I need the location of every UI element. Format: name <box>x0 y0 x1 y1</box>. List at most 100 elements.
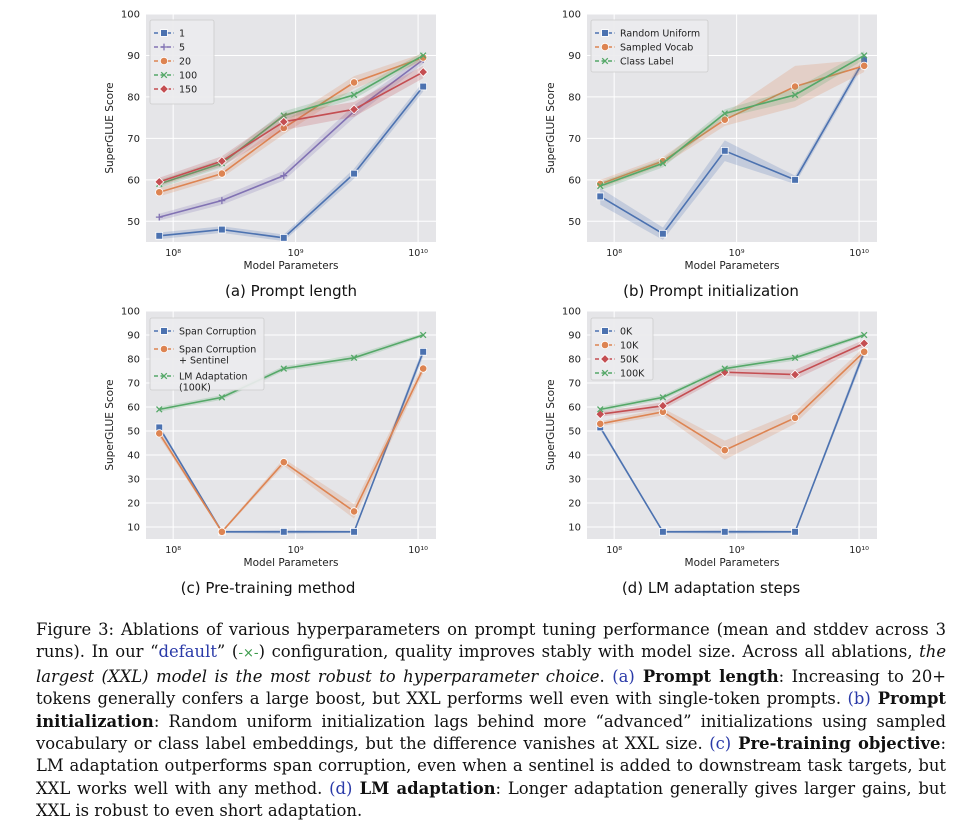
y-tick-label: 80 <box>568 92 581 103</box>
legend-marker <box>600 42 610 52</box>
x-tick-label: 10¹⁰ <box>849 248 869 259</box>
legend-label: Random Uniform <box>620 29 700 40</box>
legend-label: Span Corruption <box>179 345 256 356</box>
y-tick-label: 100 <box>121 10 140 21</box>
caption-ref-b[interactable]: (b) <box>847 689 871 709</box>
panel-subcaption: (b) Prompt initialization <box>623 282 799 300</box>
x-tick-label: 10⁸ <box>165 545 181 556</box>
data-point <box>279 528 288 536</box>
data-point <box>349 104 360 115</box>
y-tick-label: 50 <box>568 217 581 228</box>
y-tick-label: 100 <box>121 307 140 318</box>
series-10k <box>596 347 869 460</box>
legend-label: 100 <box>179 71 197 82</box>
caption-text-c: : LM adaptation outperforms span corrupt… <box>36 734 946 798</box>
data-point <box>720 528 729 536</box>
legend-marker <box>160 372 168 380</box>
data-point <box>349 78 359 87</box>
x-axis-label: Model Parameters <box>244 557 339 569</box>
x-axis-label: Model Parameters <box>685 260 780 272</box>
legend-label: 1 <box>179 29 185 40</box>
legend-box <box>149 19 215 105</box>
x-tick-label: 10¹⁰ <box>408 248 428 259</box>
y-tick-label: 60 <box>127 403 140 414</box>
x-tick-label: 10¹⁰ <box>408 545 428 556</box>
legend-label: + Sentinel <box>179 356 229 367</box>
y-axis-label: SuperGLUE Score <box>104 379 116 470</box>
data-point <box>860 52 868 59</box>
caption-ref-a[interactable]: (a) <box>612 666 635 686</box>
x-tick-label: 10⁹ <box>288 545 304 556</box>
y-tick-label: 70 <box>568 379 581 390</box>
data-point <box>790 82 800 91</box>
y-tick-label: 80 <box>127 92 140 103</box>
data-point <box>597 406 604 413</box>
data-point <box>790 369 801 380</box>
caption-text-b: : Random uniform initialization lags beh… <box>36 711 946 754</box>
legend-box <box>590 19 709 73</box>
legend-label: 50K <box>620 355 639 366</box>
caption-ref-d[interactable]: (d) <box>329 778 353 798</box>
caption-bold-a: Prompt length <box>634 666 779 686</box>
legend-marker <box>159 84 169 94</box>
data-point <box>596 192 605 201</box>
data-point <box>419 52 427 59</box>
legend-marker <box>601 327 609 335</box>
data-point <box>419 364 428 373</box>
y-tick-label: 50 <box>127 427 140 438</box>
y-tick-label: 70 <box>127 379 140 390</box>
data-point <box>859 338 870 349</box>
legend-label: Span Corruption <box>179 327 256 338</box>
y-tick-label: 100 <box>562 307 581 318</box>
y-axis-label: SuperGLUE Score <box>545 82 557 173</box>
caption-default-link[interactable]: default <box>158 642 217 662</box>
data-point <box>659 394 667 401</box>
legend-label: Class Label <box>620 57 674 68</box>
y-tick-label: 30 <box>127 475 140 486</box>
caption-text-4: . <box>599 666 613 686</box>
data-point <box>350 169 358 178</box>
y-tick-label: 80 <box>127 355 140 366</box>
data-point <box>218 197 226 204</box>
series-sampled-vocab <box>596 59 869 189</box>
caption-text-1: Ablations of various hyperparameters on … <box>36 620 947 662</box>
data-point <box>860 347 869 356</box>
y-tick-label: 90 <box>127 51 140 62</box>
y-tick-label: 60 <box>568 175 581 186</box>
series-random-uniform <box>596 55 868 240</box>
y-tick-label: 90 <box>568 51 581 62</box>
x-tick-label: 10⁹ <box>729 545 745 556</box>
caption-ref-c[interactable]: (c) <box>709 734 732 754</box>
legend-marker <box>160 43 168 51</box>
series-span-corruption-+-sentinel <box>155 363 428 536</box>
y-tick-label: 30 <box>568 475 581 486</box>
legend: 1 5 20 100 150 <box>149 19 215 105</box>
chart-panel-d: 10 20 30 40 50 60 70 80 90 100 10⁸ 10⁹ 10¹⁰ Model Par… <box>545 307 877 597</box>
legend-marker <box>160 29 168 37</box>
data-point <box>659 528 667 536</box>
std-band <box>600 347 865 460</box>
y-tick-label: 90 <box>568 331 581 342</box>
caption-text-3: ) configuration, quality improves stably… <box>258 642 920 662</box>
series-20 <box>155 53 428 197</box>
x-tick-label: 10¹⁰ <box>849 545 869 556</box>
y-tick-label: 20 <box>127 499 140 510</box>
data-point <box>790 413 800 422</box>
y-tick-label: 100 <box>562 10 581 21</box>
legend-marker <box>160 71 168 79</box>
data-point <box>597 182 604 190</box>
figure-caption: Figure 3: Ablations of various hyperpara… <box>36 619 946 823</box>
series-class-label <box>597 51 868 191</box>
legend-marker <box>160 327 168 335</box>
data-point <box>350 91 358 99</box>
data-point <box>720 146 729 155</box>
data-point <box>791 528 799 536</box>
y-tick-label: 60 <box>127 175 140 186</box>
data-point <box>349 507 359 516</box>
std-band <box>600 55 865 240</box>
data-point <box>155 429 164 438</box>
legend-marker <box>600 354 610 364</box>
data-point <box>280 172 288 180</box>
caption-text-d: : Longer adaptation generally gives larg… <box>36 778 946 821</box>
data-point <box>279 458 288 467</box>
